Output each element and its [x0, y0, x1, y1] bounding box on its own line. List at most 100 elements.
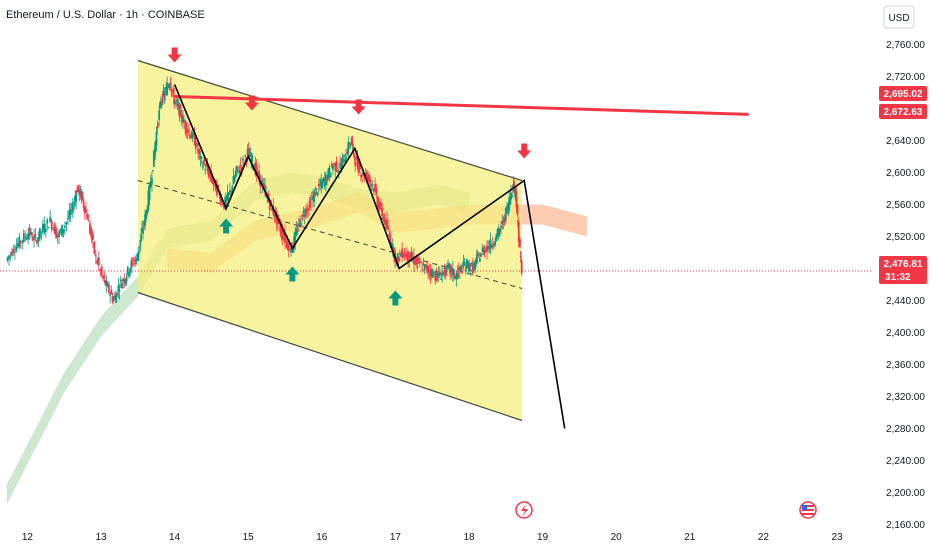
- candle: [480, 252, 482, 257]
- candle: [443, 263, 446, 279]
- candle: [138, 250, 140, 258]
- candle: [21, 239, 24, 250]
- candle: [481, 244, 484, 252]
- candle: [129, 268, 132, 277]
- candle: [496, 227, 499, 239]
- candle: [345, 149, 347, 162]
- candle: [488, 240, 491, 254]
- candle: [44, 223, 47, 238]
- candle: [327, 167, 330, 181]
- candle: [126, 266, 129, 277]
- y-tick-label: 2,280.00: [886, 424, 925, 435]
- candle: [180, 104, 183, 126]
- candle: [426, 260, 428, 275]
- candle: [507, 202, 510, 217]
- candle: [405, 247, 408, 262]
- candle: [475, 250, 478, 267]
- candle: [149, 174, 152, 188]
- channel-mid-dashed-line: [137, 180, 523, 289]
- candle: [483, 244, 486, 258]
- candle: [112, 295, 115, 303]
- candle: [81, 191, 84, 202]
- candle: [376, 195, 379, 209]
- candle: [229, 182, 231, 196]
- candle: [478, 251, 481, 263]
- candle: [196, 142, 198, 147]
- us-flag-event-icon[interactable]: [799, 501, 817, 519]
- candle: [122, 277, 124, 289]
- candle: [334, 162, 337, 178]
- candle: [34, 228, 37, 242]
- candle: [371, 179, 374, 191]
- candle: [236, 165, 238, 176]
- y-tick-label: 2,400.00: [886, 328, 925, 339]
- candle: [520, 251, 523, 263]
- candle: [469, 262, 472, 276]
- candle: [93, 241, 96, 256]
- candle: [271, 207, 273, 212]
- candle: [429, 263, 432, 284]
- candle: [139, 239, 142, 252]
- candle: [493, 241, 495, 249]
- candle: [25, 233, 28, 241]
- candle: [355, 155, 358, 160]
- candle: [347, 136, 350, 158]
- x-tick-label: 18: [463, 532, 475, 543]
- candle: [302, 206, 305, 217]
- candle: [106, 280, 109, 288]
- resistance-line[interactable]: [174, 94, 749, 116]
- candle: [316, 191, 319, 198]
- candle: [146, 204, 149, 216]
- candle: [194, 136, 197, 154]
- candle: [130, 257, 133, 274]
- candle: [504, 207, 507, 225]
- candle: [349, 142, 352, 150]
- candle: [296, 222, 299, 236]
- candle: [197, 141, 200, 160]
- y-tick-label: 2,160.00: [886, 520, 925, 531]
- candle: [295, 221, 298, 237]
- candle: [113, 291, 116, 301]
- candle: [11, 247, 13, 258]
- y-tick-label: 2,600.00: [886, 168, 925, 179]
- candle: [69, 203, 72, 223]
- candle: [423, 264, 426, 275]
- candle: [346, 148, 349, 157]
- candle: [341, 152, 344, 170]
- candle: [307, 204, 310, 217]
- candle: [199, 150, 202, 167]
- candle: [476, 249, 479, 264]
- candle: [377, 196, 380, 211]
- candle: [457, 262, 460, 278]
- candle: [474, 260, 477, 274]
- candle: [247, 142, 250, 156]
- candle: [118, 283, 121, 300]
- candle: [431, 267, 434, 279]
- candle: [47, 226, 50, 229]
- currency-button[interactable]: USD: [883, 5, 915, 29]
- candle: [123, 273, 126, 288]
- candle: [189, 133, 191, 140]
- candle: [156, 120, 159, 134]
- flash-event-icon[interactable]: [515, 501, 533, 519]
- candle: [360, 171, 362, 182]
- candle: [403, 248, 406, 261]
- x-tick-label: 22: [758, 532, 770, 543]
- time-axis[interactable]: 12 13 14 15 16 17 18 19 20 21 22 23: [22, 532, 843, 543]
- candle: [336, 169, 339, 174]
- candle: [24, 230, 27, 243]
- candle: [53, 222, 56, 235]
- candle: [56, 233, 59, 244]
- candle: [387, 219, 389, 232]
- candle: [301, 213, 304, 222]
- y-tick-label: 2,440.00: [886, 296, 925, 307]
- pattern-projection-path[interactable]: [173, 84, 566, 429]
- x-tick-label: 12: [22, 532, 34, 543]
- candle: [102, 274, 104, 282]
- candle: [12, 244, 15, 257]
- candle: [433, 270, 435, 277]
- candle: [456, 265, 459, 280]
- candle: [30, 228, 32, 239]
- candle: [103, 271, 106, 283]
